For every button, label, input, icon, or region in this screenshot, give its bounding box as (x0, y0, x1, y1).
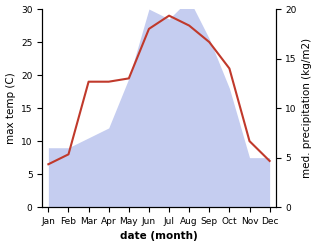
X-axis label: date (month): date (month) (120, 231, 198, 242)
Y-axis label: max temp (C): max temp (C) (5, 72, 16, 144)
Y-axis label: med. precipitation (kg/m2): med. precipitation (kg/m2) (302, 38, 313, 178)
